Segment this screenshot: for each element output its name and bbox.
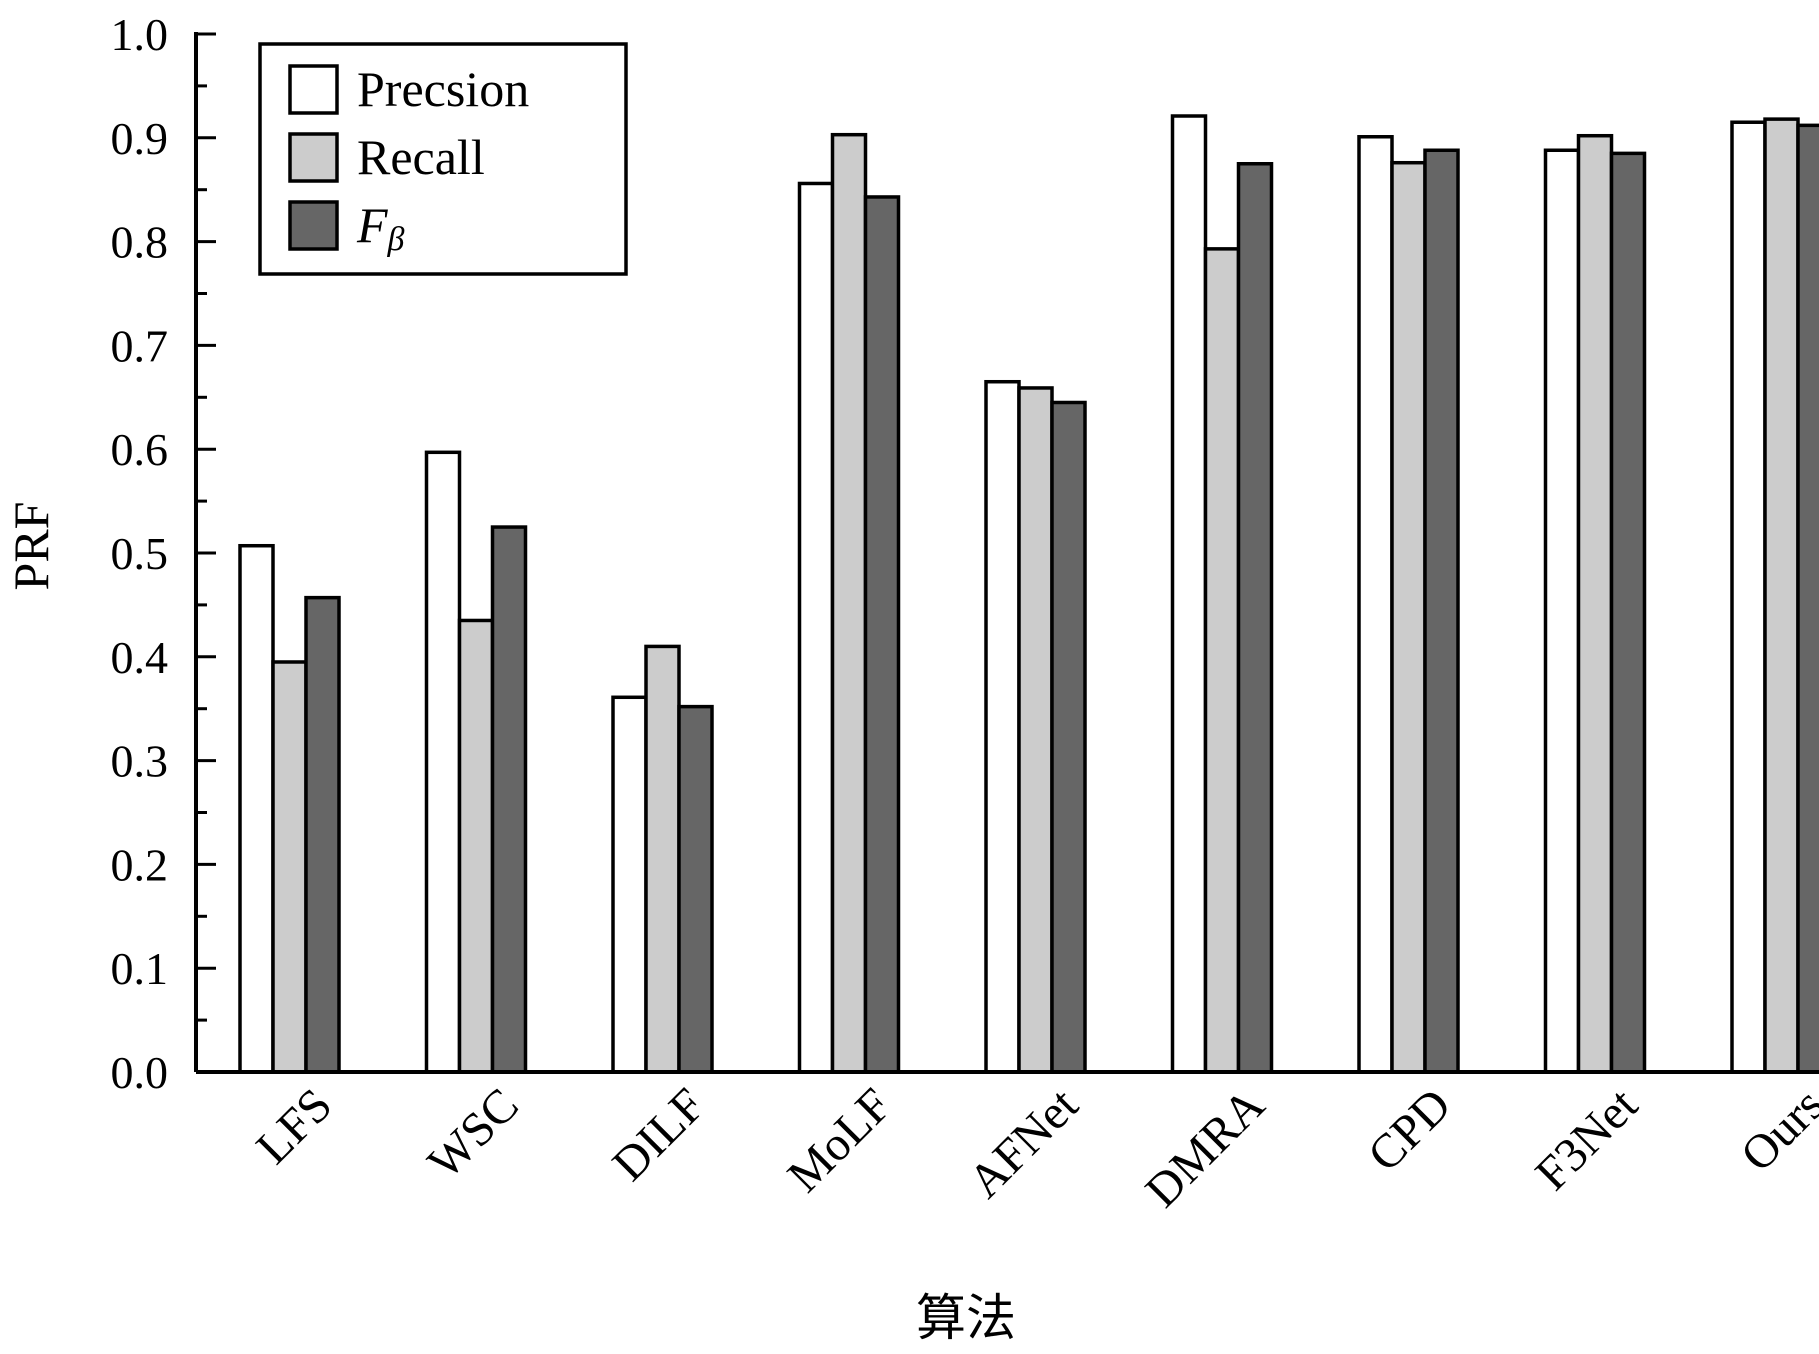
bar-molf-fbeta [863, 195, 901, 1074]
bar-ours-recall [1763, 117, 1800, 1074]
bar-afnet-fbeta [1050, 400, 1087, 1074]
x-tick-label-dmra: DMRA [1135, 1078, 1275, 1218]
x-tick-label-molf: MoLF [778, 1078, 902, 1202]
y-tick-label: 0.6 [111, 424, 169, 475]
x-tick-label-cpd: CPD [1358, 1078, 1462, 1182]
y-tick-label: 0.5 [111, 528, 169, 579]
legend-label: Recall [357, 129, 485, 185]
x-tick-label-ours: Ours [1731, 1078, 1819, 1181]
legend-label: Fβ [356, 197, 405, 258]
bar-ours-precision [1730, 120, 1767, 1074]
bar-dmra-fbeta [1236, 162, 1274, 1074]
legend-swatch [288, 200, 339, 251]
legend: Precsion Recall Fβ [258, 42, 628, 276]
bar-f3net-precision [1543, 148, 1581, 1074]
bar-cpd-recall [1390, 160, 1427, 1074]
bar-lfs-recall [271, 660, 308, 1074]
y-tick-label: 0.1 [111, 943, 169, 994]
legend-swatch [288, 64, 339, 115]
bar-dmra-recall [1203, 247, 1241, 1074]
bar-cpd-fbeta [1423, 148, 1460, 1074]
bar-dilf-fbeta [677, 704, 714, 1074]
bar-molf-recall [830, 132, 868, 1074]
bar-afnet-precision [984, 379, 1021, 1074]
y-tick-label: 0.9 [111, 113, 169, 164]
y-tick-label: 0.4 [111, 632, 169, 683]
y-axis: 0.0 0.1 0.2 0.3 0.4 0.5 0.6 0.7 0.8 0.9 1.0 [111, 9, 216, 1098]
x-axis-label: 算法 [916, 1290, 1016, 1346]
bar-wsc-fbeta [490, 525, 528, 1074]
x-tick-label-afnet: AFNet [958, 1078, 1088, 1208]
bar-cpd-precision [1357, 135, 1394, 1074]
y-tick-label: 0.3 [111, 736, 169, 787]
legend-swatch [288, 132, 339, 183]
bar-wsc-recall [457, 618, 495, 1074]
x-axis: LFS WSC DILF MoLF AFNet DMRA CPD F3Net Ours [196, 1070, 1819, 1218]
bar-afnet-recall [1017, 386, 1054, 1074]
y-tick-label: 0.0 [111, 1047, 169, 1098]
bar-wsc-precision [424, 450, 462, 1074]
bar-dmra-precision [1170, 114, 1208, 1074]
y-tick-label: 0.7 [111, 320, 169, 371]
bar-f3net-recall [1576, 133, 1614, 1074]
x-tick-label-f3net: F3Net [1525, 1078, 1648, 1201]
y-tick-label: 0.2 [111, 839, 169, 890]
legend-label: Precsion [357, 61, 529, 117]
bar-dilf-recall [644, 644, 681, 1074]
bar-molf-precision [797, 181, 835, 1074]
bar-ours-fbeta [1796, 123, 1819, 1074]
y-tick-label: 0.8 [111, 217, 169, 268]
bars-group [238, 114, 1819, 1074]
bar-f3net-fbeta [1609, 151, 1647, 1074]
bar-lfs-fbeta [304, 595, 341, 1074]
y-tick-label: 1.0 [111, 9, 169, 60]
x-tick-label-lfs: LFS [246, 1078, 342, 1174]
x-tick-label-dilf: DILF [602, 1078, 715, 1191]
bar-lfs-precision [238, 543, 275, 1074]
y-axis-label: PRF [3, 502, 59, 591]
x-tick-label-wsc: WSC [418, 1078, 529, 1189]
bar-dilf-precision [611, 695, 648, 1074]
